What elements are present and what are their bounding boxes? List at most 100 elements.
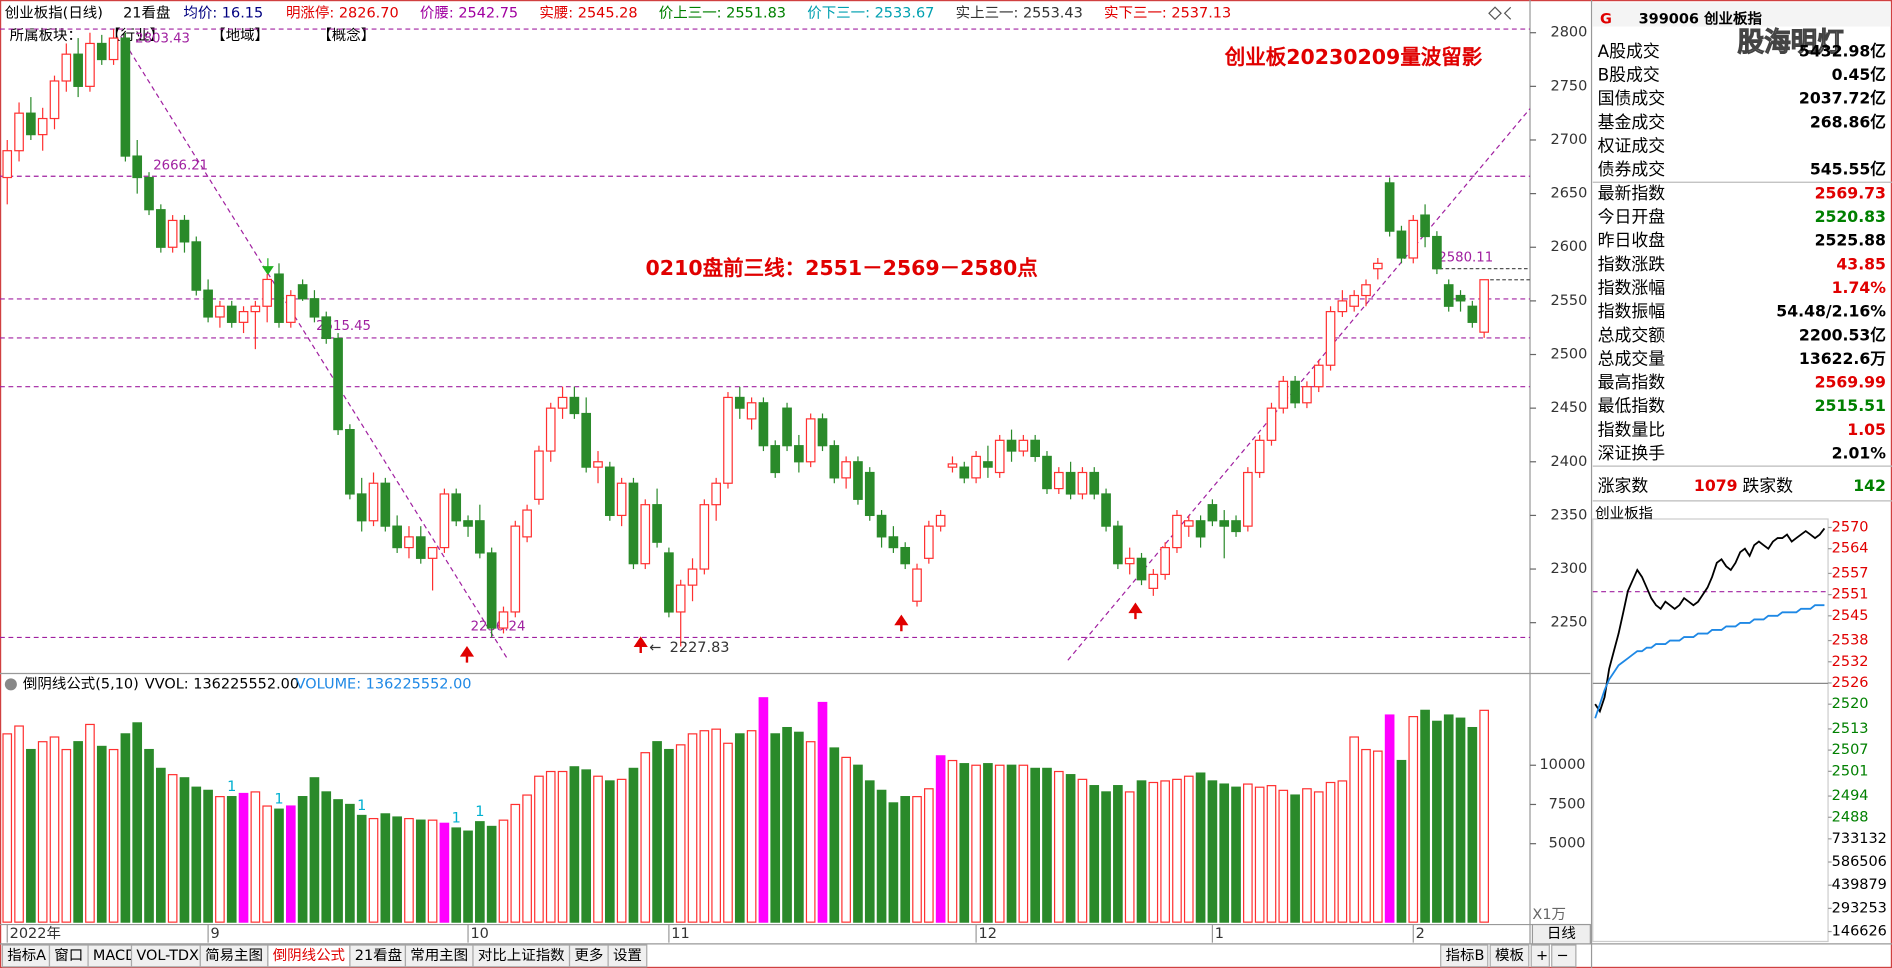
info-label: 指数涨幅: [1598, 277, 1666, 297]
breadth-label: 跌家数: [1742, 475, 1793, 495]
toolbar-icons[interactable]: [1488, 6, 1512, 21]
volume-bar: [1183, 775, 1194, 923]
candle-body: [699, 504, 710, 570]
volume-bar: [96, 745, 107, 923]
tab-label[interactable]: 21看盘: [355, 946, 402, 964]
tab-label[interactable]: 倒阴线公式: [273, 947, 345, 964]
tab-label[interactable]: 对比上证指数: [478, 947, 565, 964]
volume-bar: [179, 777, 190, 923]
tab-label[interactable]: 模板: [1495, 946, 1524, 964]
volume-bar: [1325, 781, 1336, 923]
candle-body: [238, 311, 249, 323]
candle-body: [782, 407, 792, 447]
x-tick-label: 12: [979, 926, 997, 942]
tab-label[interactable]: 指标B: [1446, 947, 1485, 964]
signal-arrows-up: [459, 602, 1143, 663]
volume-bar: [1231, 786, 1241, 923]
indicator-volume: VOLUME: 136225552.00: [296, 676, 472, 692]
candle-body: [14, 112, 24, 152]
volume-bar: [640, 752, 651, 923]
tab-label[interactable]: −: [1557, 948, 1569, 964]
tab-label[interactable]: 窗口: [54, 946, 83, 964]
candle-body: [1148, 573, 1159, 589]
candle-body: [545, 407, 556, 452]
tab[interactable]: [1489, 944, 1530, 968]
y-tick-label: 586506: [1832, 854, 1887, 870]
volume-bar: [285, 805, 296, 923]
candle-body: [1396, 230, 1407, 259]
volume-bar: [132, 722, 143, 923]
y-tick-label: 2520: [1832, 696, 1869, 712]
volume-bar: [616, 778, 627, 923]
period-label[interactable]: 日线: [1547, 925, 1576, 942]
watermark: 股海明灯: [1738, 27, 1844, 58]
signal-arrow-up: [894, 614, 909, 632]
candle-body: [1101, 493, 1111, 527]
y-tick-label: 2250: [1551, 615, 1588, 631]
volume-bar: [486, 825, 497, 923]
volume-bar: [2, 733, 13, 923]
candle-body: [215, 305, 225, 318]
tab-label[interactable]: +: [1536, 948, 1548, 964]
y-tick-label: 2700: [1551, 132, 1588, 148]
pane-icon[interactable]: [4, 678, 17, 691]
volume-bar: [734, 733, 745, 923]
info-value: 2200.53亿: [1799, 325, 1886, 344]
volume-bar: [1124, 791, 1135, 923]
candle-body: [1361, 284, 1371, 297]
candle-body: [1372, 262, 1383, 270]
y-tick-label: 10000: [1539, 757, 1585, 773]
volume-bar: [274, 808, 284, 923]
volume-bar: [1361, 748, 1371, 923]
volume-bar: [85, 723, 95, 923]
y-tick-label: 439879: [1832, 877, 1887, 893]
tab-label[interactable]: MACD: [93, 948, 136, 964]
signal-arrow-up: [1128, 602, 1143, 620]
volume-bar: [463, 830, 473, 923]
volume-bar: [1172, 778, 1182, 923]
intraday-frame: [1592, 518, 1829, 943]
sector-label: 所属板块：: [10, 26, 82, 44]
indicator-vvol: VVOL: 136225552.00: [145, 676, 299, 692]
tab-label[interactable]: 更多: [574, 947, 603, 964]
top-bar-item: 价下三一: 2533.67: [807, 5, 934, 21]
tab[interactable]: [1440, 944, 1489, 968]
tab-label[interactable]: 指标A: [7, 947, 46, 964]
volume-bar: [1160, 780, 1170, 923]
y-tick-label: 2350: [1551, 507, 1588, 523]
volume-note: 1: [357, 798, 366, 814]
period-box[interactable]: [1531, 923, 1591, 945]
candle-body: [415, 536, 426, 559]
y-tick-label: 2400: [1551, 454, 1588, 470]
candle-body: [345, 428, 355, 495]
candle-body: [1243, 471, 1253, 527]
y-tick-label: 2450: [1551, 400, 1588, 416]
level-label: 2803.43: [135, 32, 190, 47]
top-bar-item: 价上三一: 2551.83: [659, 4, 786, 21]
volume-bar: [829, 747, 840, 923]
candle-body: [1018, 439, 1029, 452]
candle-body: [687, 568, 698, 586]
low-arrow: ←: [649, 640, 661, 656]
volume-bar: [971, 764, 981, 923]
tab-label[interactable]: 常用主图: [410, 947, 468, 964]
volume-bar: [368, 817, 379, 923]
tab-label[interactable]: 简易主图: [205, 947, 263, 964]
tab-label[interactable]: VOL-TDX: [136, 948, 199, 964]
volume-bar: [1254, 786, 1265, 923]
volume-note: 1: [475, 804, 484, 820]
tab[interactable]: [1551, 944, 1577, 968]
info-label: B股成交: [1598, 65, 1660, 85]
candle-body: [959, 466, 970, 479]
candle-body: [1325, 311, 1336, 366]
info-header-bg: [1592, 2, 1891, 27]
tab-label[interactable]: 设置: [613, 947, 642, 964]
candle-body: [380, 482, 391, 527]
candle-body: [604, 466, 615, 517]
y-tick-label: 2551: [1832, 587, 1869, 603]
tab[interactable]: [1530, 944, 1550, 968]
y-tick-label: 2500: [1551, 347, 1588, 363]
info-value: 54.48/2.16%: [1776, 302, 1886, 321]
volume-bar: [1101, 791, 1111, 923]
tab[interactable]: [607, 944, 648, 968]
